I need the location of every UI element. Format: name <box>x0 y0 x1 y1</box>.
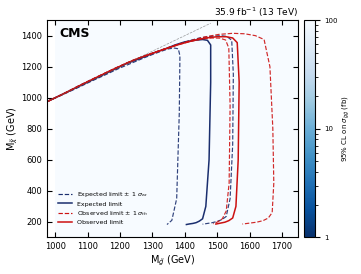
X-axis label: M$_{\tilde{g}}$ (GeV): M$_{\tilde{g}}$ (GeV) <box>150 254 195 269</box>
Text: CMS: CMS <box>60 27 90 40</box>
Y-axis label: 95% CL on $\sigma_{\tilde{g}\tilde{g}}$ (fb): 95% CL on $\sigma_{\tilde{g}\tilde{g}}$ … <box>341 95 352 162</box>
Title: 35.9 fb$^{-1}$ (13 TeV): 35.9 fb$^{-1}$ (13 TeV) <box>214 5 298 19</box>
Legend: Expected limit $\pm$ 1 $\sigma_{ex}$, Expected limit, Observed limit $\pm$ 1 $\s: Expected limit $\pm$ 1 $\sigma_{ex}$, Ex… <box>55 187 151 228</box>
Y-axis label: M$_{\tilde{\chi}}$ (GeV): M$_{\tilde{\chi}}$ (GeV) <box>5 106 20 151</box>
